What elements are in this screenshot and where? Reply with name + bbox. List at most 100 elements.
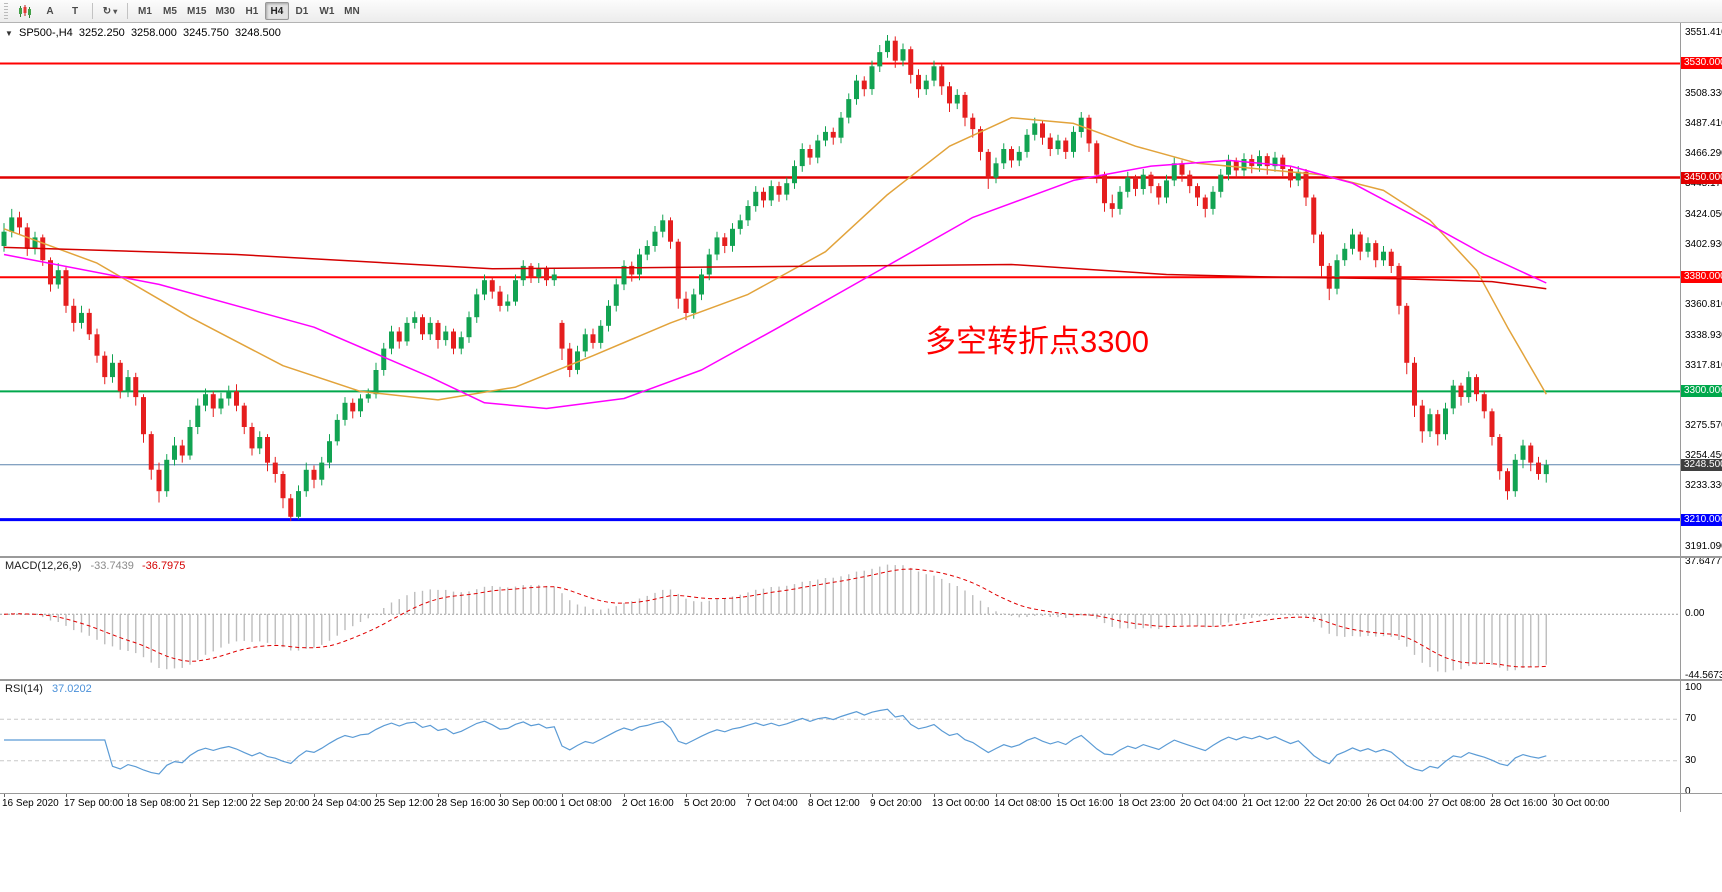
- date-tick: [686, 794, 687, 797]
- chevron-down-icon: ▾: [113, 6, 118, 16]
- price-level-badge: 3210.000: [1681, 513, 1722, 526]
- price-tick-label: 3360.810: [1685, 298, 1722, 310]
- date-tick: [438, 794, 439, 797]
- date-axis-border: [0, 793, 1722, 794]
- toolbar: A T ↻ ▾ M1 M5 M15 M30 H1 H4 D1 W1 MN: [0, 0, 1722, 23]
- chart-canvas[interactable]: [0, 0, 1680, 794]
- price-tick-label: 3424.050: [1685, 208, 1722, 220]
- templates-button[interactable]: ↻ ▾: [98, 2, 122, 20]
- price-level-badge: 3450.000: [1681, 171, 1722, 184]
- candlestick-chart-icon: [19, 4, 31, 18]
- date-label: 17 Sep 00:00: [64, 798, 124, 809]
- date-tick: [500, 794, 501, 797]
- date-label: 28 Oct 16:00: [1490, 798, 1548, 809]
- chart-annotation-text: 多空转折点3300: [925, 324, 1149, 359]
- ohlc-close: 3248.500: [234, 27, 281, 39]
- price-tick-label: 3275.570: [1685, 420, 1722, 432]
- date-axis[interactable]: 16 Sep 2020 17 Sep 00:00 18 Sep 08:00 21 Se…: [0, 794, 1680, 812]
- timeframe-m5-button[interactable]: M5: [163, 5, 177, 17]
- timeframe-m1-button[interactable]: M1: [138, 5, 152, 17]
- macd-signal-value: -36.7975: [141, 560, 186, 572]
- date-label: 30 Oct 00:00: [1552, 798, 1610, 809]
- date-tick: [314, 794, 315, 797]
- timeframe-w1-button[interactable]: W1: [319, 5, 335, 17]
- date-tick: [252, 794, 253, 797]
- toolbar-grip[interactable]: [4, 3, 8, 19]
- rsi-value: 37.0202: [51, 683, 92, 695]
- timeframe-h1-button[interactable]: H1: [245, 5, 259, 17]
- candlestick-chart-button[interactable]: [13, 2, 37, 20]
- text-tool-a-button[interactable]: A: [46, 5, 54, 17]
- price-tick-label: 3487.410: [1685, 118, 1722, 130]
- date-label: 24 Sep 04:00: [312, 798, 372, 809]
- timeframe-h4-button[interactable]: H4: [264, 2, 289, 20]
- toolbar-separator: [92, 3, 93, 19]
- date-tick: [996, 794, 997, 797]
- macd-indicator-label: MACD(12,26,9) -33.7439 -36.7975: [5, 560, 185, 572]
- price-level-badge: 3530.000: [1681, 57, 1722, 70]
- macd-axis-label: -44.5673: [1685, 670, 1722, 681]
- price-tick-label: 3551.410: [1685, 26, 1722, 38]
- timeframe-mn-button[interactable]: MN: [344, 5, 360, 17]
- date-label: 26 Oct 04:00: [1366, 798, 1424, 809]
- refresh-icon: ↻: [102, 5, 112, 17]
- current-price-badge: 3248.500: [1681, 458, 1722, 471]
- timeframe-d1-button[interactable]: D1: [295, 5, 309, 17]
- price-tick-label: 3233.330: [1685, 480, 1722, 492]
- date-tick: [1554, 794, 1555, 797]
- date-tick: [1430, 794, 1431, 797]
- date-label: 25 Sep 12:00: [374, 798, 434, 809]
- date-label: 15 Oct 16:00: [1056, 798, 1114, 809]
- text-tool-t-button[interactable]: T: [71, 5, 79, 17]
- price-axis[interactable]: 3551.410 3508.330 3487.410 3466.290 3445.170…: [1680, 23, 1722, 812]
- date-label: 2 Oct 16:00: [622, 798, 674, 809]
- panel-divider[interactable]: [0, 679, 1722, 681]
- date-tick: [1182, 794, 1183, 797]
- timeframe-group: M1 M5 M15 M30 H1 H4 D1 W1 MN: [133, 2, 364, 20]
- rsi-name: RSI(14): [5, 683, 43, 695]
- rsi-indicator-label: RSI(14) 37.0202: [5, 683, 92, 695]
- date-label: 18 Oct 23:00: [1118, 798, 1176, 809]
- date-tick: [872, 794, 873, 797]
- price-tick-label: 3402.930: [1685, 238, 1722, 250]
- date-label: 9 Oct 20:00: [870, 798, 922, 809]
- timeframe-m30-button[interactable]: M30: [215, 5, 235, 17]
- date-label: 7 Oct 04:00: [746, 798, 798, 809]
- date-tick: [810, 794, 811, 797]
- date-tick: [1492, 794, 1493, 797]
- date-label: 28 Sep 16:00: [436, 798, 496, 809]
- date-tick: [1306, 794, 1307, 797]
- date-label: 5 Oct 20:00: [684, 798, 736, 809]
- date-tick: [562, 794, 563, 797]
- date-label: 1 Oct 08:00: [560, 798, 612, 809]
- price-level-badge: 3300.000: [1681, 385, 1722, 398]
- macd-name: MACD(12,26,9): [5, 560, 82, 572]
- price-tick-label: 3191.090: [1685, 540, 1722, 552]
- price-level-badge: 3380.000: [1681, 271, 1722, 284]
- chart-expand-icon[interactable]: ▼: [5, 29, 13, 38]
- price-tick-label: 3254.450: [1685, 450, 1722, 462]
- date-tick: [934, 794, 935, 797]
- timeframe-m15-button[interactable]: M15: [187, 5, 207, 17]
- date-label: 27 Oct 08:00: [1428, 798, 1486, 809]
- date-tick: [1058, 794, 1059, 797]
- date-label: 14 Oct 08:00: [994, 798, 1052, 809]
- ohlc-open: 3252.250: [78, 27, 125, 39]
- panel-divider[interactable]: [0, 556, 1722, 558]
- date-tick: [376, 794, 377, 797]
- price-tick-label: 3317.810: [1685, 359, 1722, 371]
- macd-main-value: -33.7439: [90, 560, 134, 572]
- date-tick: [1244, 794, 1245, 797]
- date-label: 18 Sep 08:00: [126, 798, 186, 809]
- rsi-axis-label: 70: [1685, 713, 1697, 725]
- date-label: 8 Oct 12:00: [808, 798, 860, 809]
- date-tick: [1368, 794, 1369, 797]
- date-tick: [1120, 794, 1121, 797]
- date-label: 22 Oct 20:00: [1304, 798, 1362, 809]
- macd-axis-label: 0.00: [1685, 608, 1705, 620]
- date-tick: [190, 794, 191, 797]
- ohlc-low: 3245.750: [182, 27, 229, 39]
- date-tick: [4, 794, 5, 797]
- price-tick-label: 3466.290: [1685, 148, 1722, 160]
